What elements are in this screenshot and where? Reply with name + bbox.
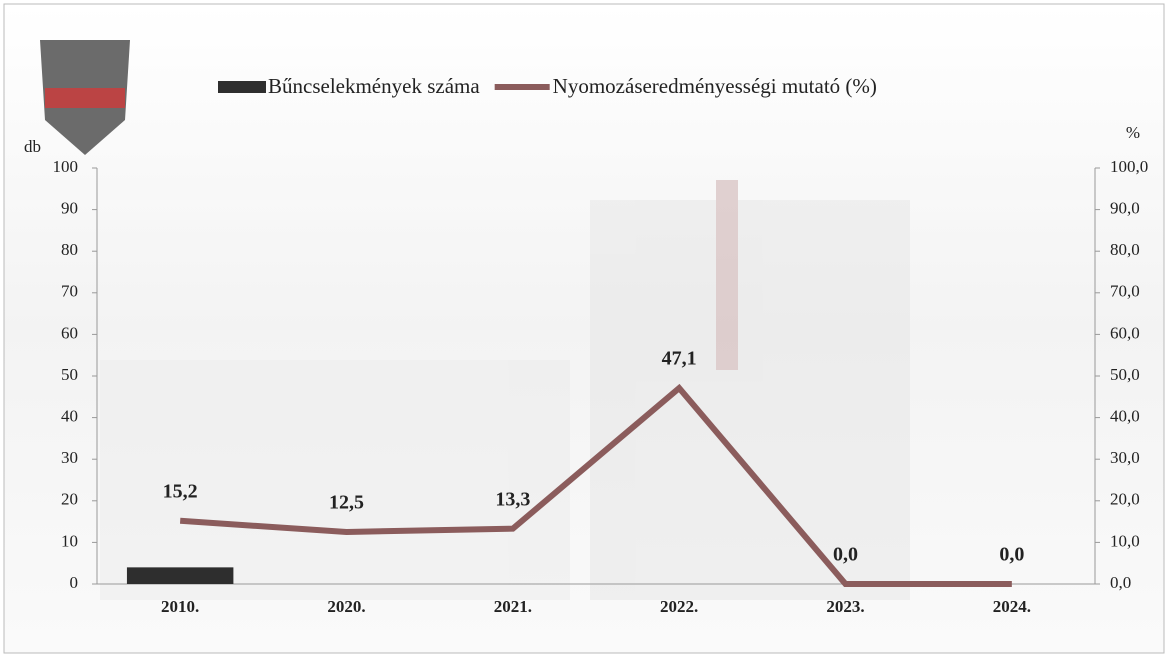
y2-tick-label: 80,0 [1110, 240, 1140, 259]
legend-label: Bűncselekmények száma [268, 74, 480, 98]
y-tick-label: 10 [61, 531, 78, 550]
data-label: 13,3 [495, 488, 530, 510]
y-tick-label: 30 [61, 448, 78, 467]
x-tick-label: 2023. [826, 597, 864, 616]
y2-tick-label: 70,0 [1110, 282, 1140, 301]
y-tick-label: 100 [53, 157, 79, 176]
bar [127, 567, 233, 584]
y2-tick-label: 40,0 [1110, 407, 1140, 426]
legend-swatch [218, 81, 266, 93]
y-axis-label: db [24, 137, 41, 156]
x-tick-label: 2022. [660, 597, 698, 616]
data-label: 0,0 [833, 544, 858, 566]
x-tick-label: 2010. [161, 597, 199, 616]
y-tick-label: 60 [61, 323, 78, 342]
y-tick-label: 40 [61, 407, 78, 426]
y-tick-label: 70 [61, 282, 78, 301]
y2-tick-label: 0,0 [1110, 573, 1131, 592]
chart: db % 0 10 20 30 40 50 60 70 80 90 100 0,0 10,0 20,0 30… [0, 0, 1168, 657]
x-tick-label: 2020. [327, 597, 365, 616]
legend-label: Nyomozáseredményességi mutató (%) [553, 74, 877, 98]
x-tick-label: 2024. [993, 597, 1031, 616]
y-tick-label: 90 [61, 199, 78, 218]
data-label: 47,1 [662, 348, 697, 370]
data-label: 15,2 [163, 480, 198, 502]
y2-tick-label: 100,0 [1110, 157, 1148, 176]
y2-tick-label: 30,0 [1110, 448, 1140, 467]
data-label: 12,5 [329, 492, 364, 514]
y2-tick-label: 20,0 [1110, 490, 1140, 509]
y-tick-label: 20 [61, 490, 78, 509]
y2-tick-label: 50,0 [1110, 365, 1140, 384]
y-tick-label: 80 [61, 240, 78, 259]
y2-tick-label: 90,0 [1110, 199, 1140, 218]
y-tick-label: 0 [70, 573, 79, 592]
y-tick-label: 50 [61, 365, 78, 384]
y2-axis-label: % [1126, 123, 1140, 142]
y2-tick-label: 10,0 [1110, 531, 1140, 550]
y2-tick-label: 60,0 [1110, 323, 1140, 342]
data-label: 0,0 [999, 544, 1024, 566]
x-tick-label: 2021. [494, 597, 532, 616]
